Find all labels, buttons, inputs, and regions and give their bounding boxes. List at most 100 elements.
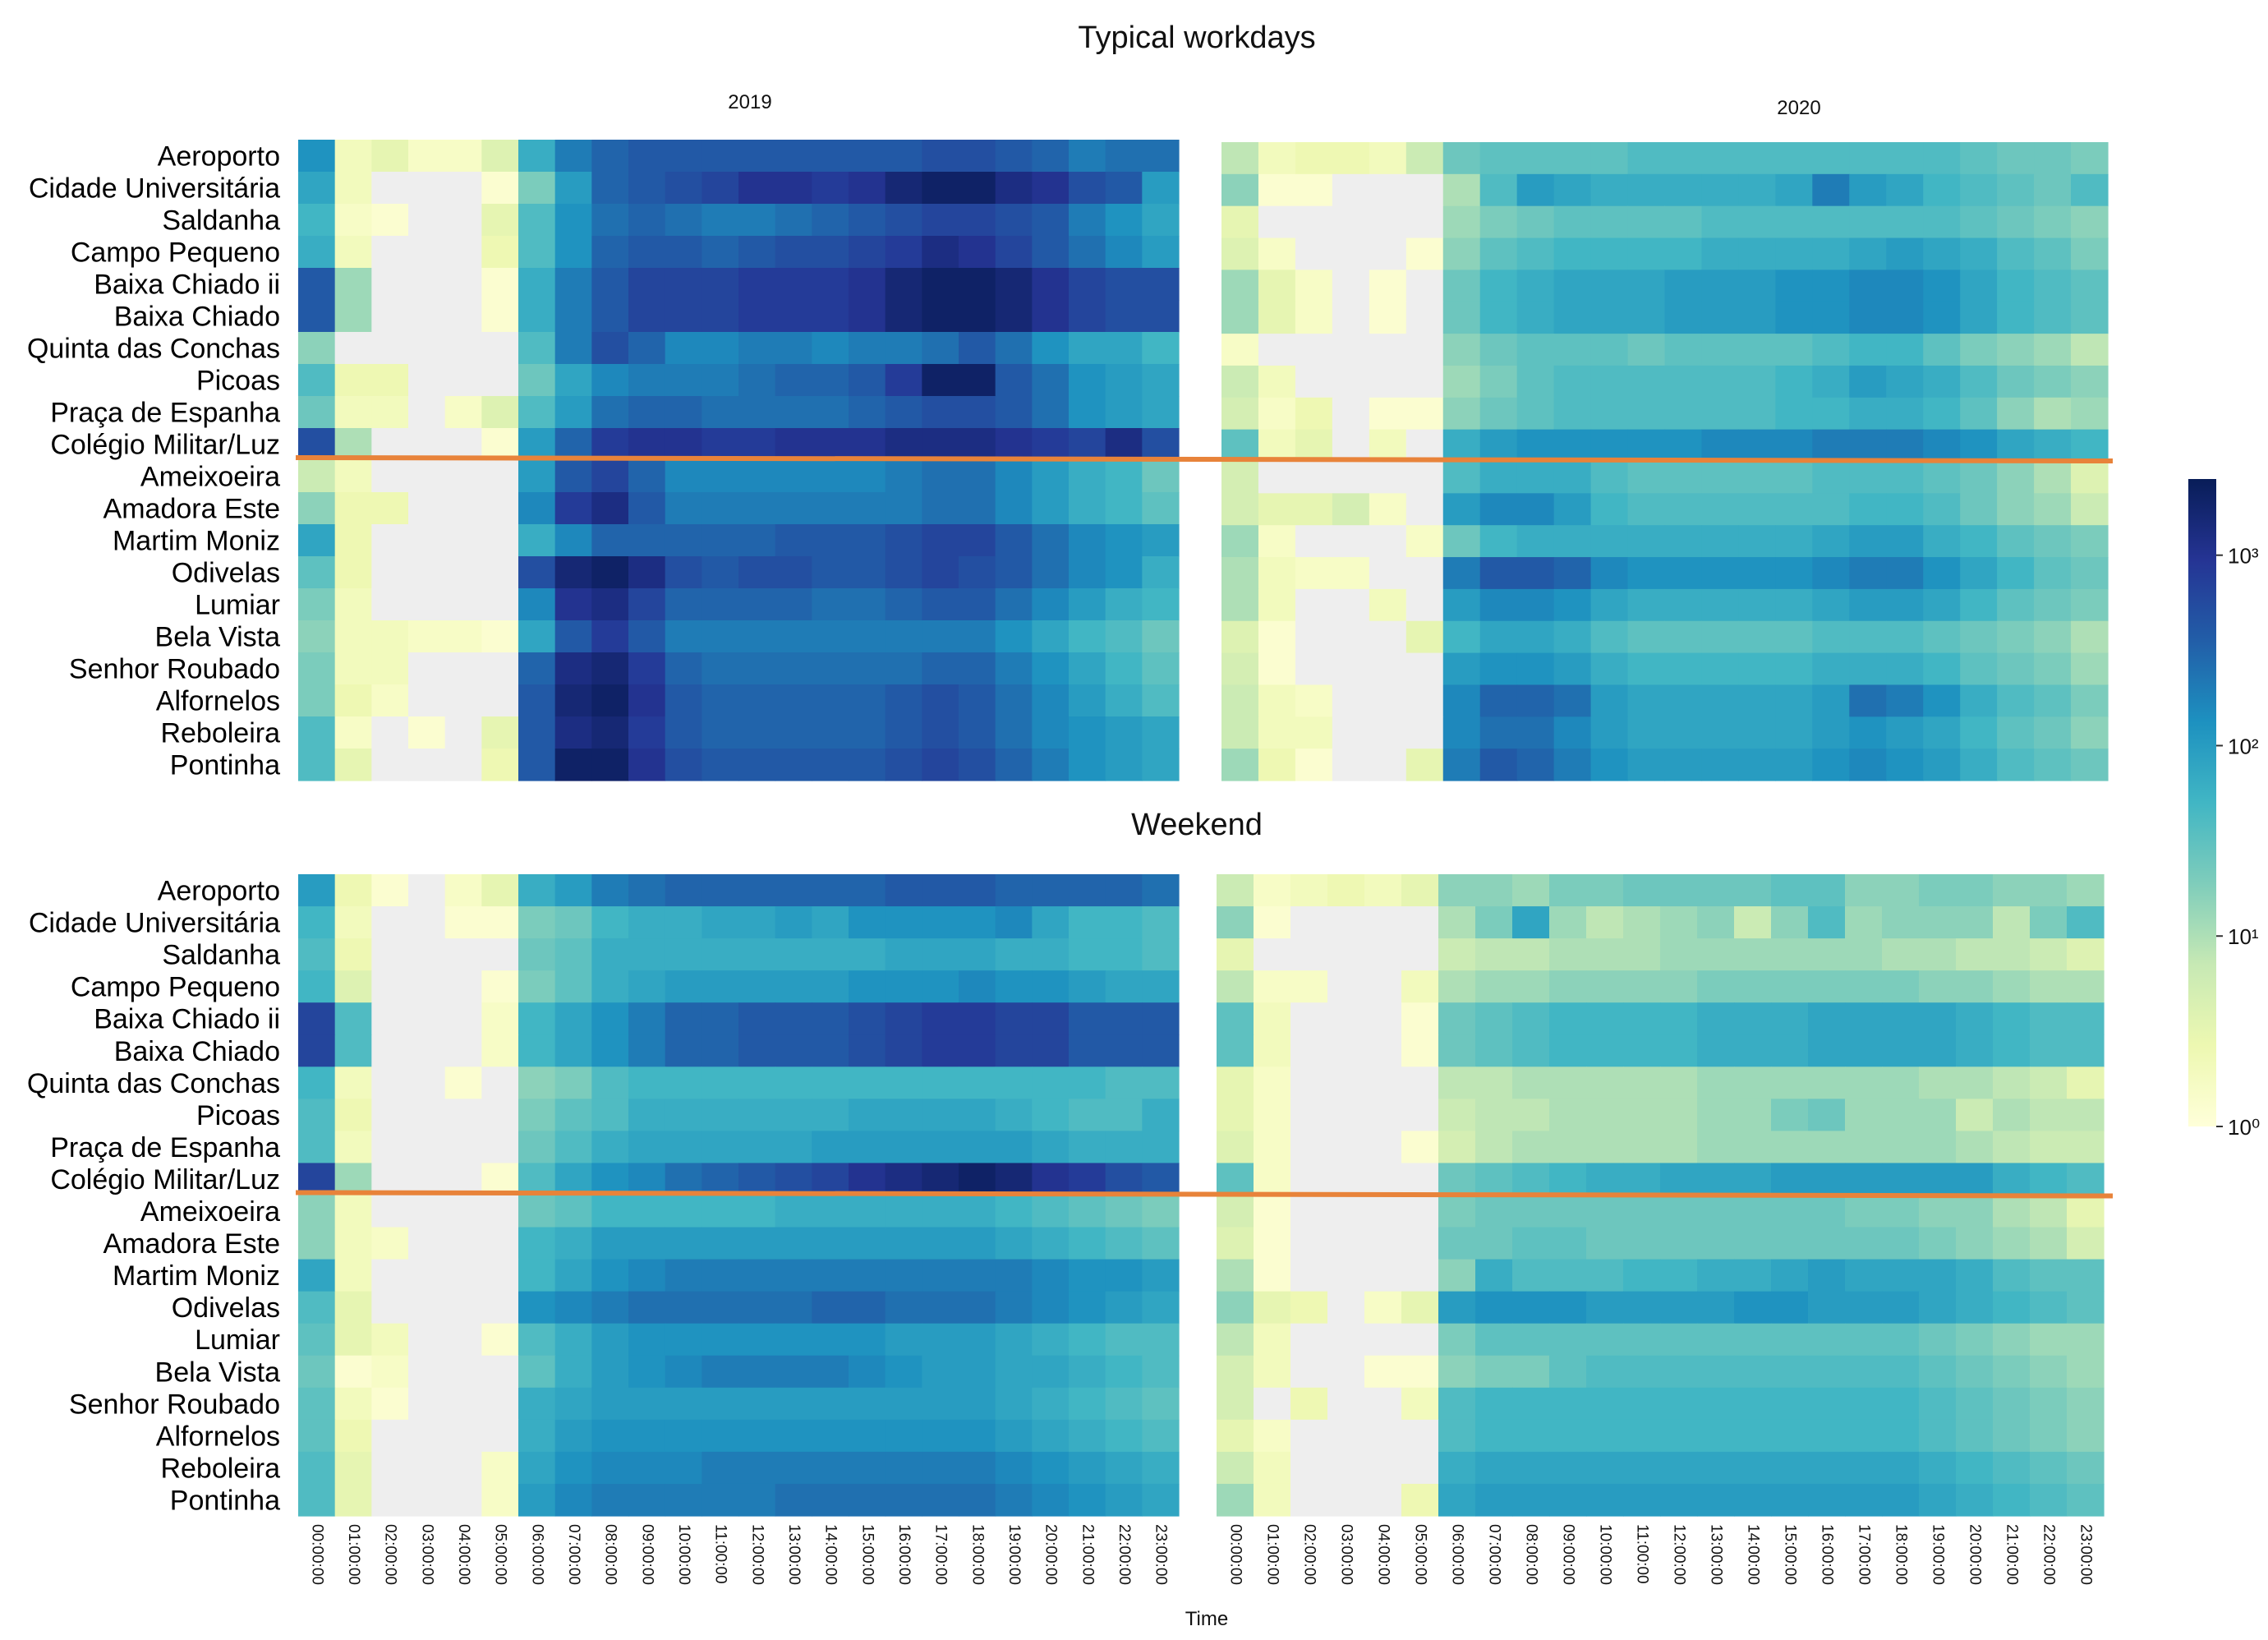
heatmap-cell xyxy=(1627,173,1666,207)
heatmap-cell xyxy=(1258,557,1296,590)
heatmap-cell xyxy=(812,1387,849,1421)
heatmap-cell xyxy=(1660,1291,1698,1324)
heatmap-cell xyxy=(2034,493,2072,526)
heatmap-cell xyxy=(1290,1259,1328,1292)
heatmap-cell xyxy=(1032,684,1070,717)
heatmap-cell xyxy=(1290,906,1328,939)
heatmap-cell xyxy=(628,1163,666,1196)
heatmap-cell xyxy=(481,236,519,269)
heatmap-cell xyxy=(1553,205,1592,239)
heatmap-cell xyxy=(1295,142,1333,175)
heatmap-cell xyxy=(298,556,336,589)
heatmap-cell xyxy=(1664,684,1703,717)
heatmap-cell xyxy=(2071,493,2109,526)
heatmap-cell xyxy=(334,492,372,525)
heatmap-cell xyxy=(1142,364,1180,397)
heatmap-cell xyxy=(1221,684,1259,717)
heatmap-cell xyxy=(1590,461,1629,494)
heatmap-cell xyxy=(1808,1131,1846,1164)
heatmap-cell xyxy=(518,460,556,493)
heatmap-cell xyxy=(1738,749,1776,781)
heatmap-cell xyxy=(1512,1451,1550,1485)
heatmap-cell xyxy=(444,874,482,907)
heatmap-cell xyxy=(591,428,629,461)
heatmap-cell xyxy=(1845,1259,1883,1292)
heatmap-cell xyxy=(1771,874,1809,907)
heatmap-cell xyxy=(408,1002,446,1035)
heatmap-cell xyxy=(371,874,409,907)
heatmap-cell xyxy=(408,874,446,907)
heatmap-cell xyxy=(995,204,1033,237)
heatmap-cell xyxy=(1069,524,1106,557)
heatmap-cell xyxy=(334,364,372,397)
heatmap-cell xyxy=(628,140,666,173)
heatmap-cell xyxy=(1290,938,1328,971)
heatmap-cell xyxy=(298,1387,336,1421)
heatmap-cell xyxy=(1401,1099,1439,1131)
heatmap-cell xyxy=(885,1099,922,1131)
heatmap-cell xyxy=(1919,1419,1957,1453)
heatmap-cell xyxy=(885,1163,922,1196)
heatmap-cell xyxy=(849,1002,886,1035)
heatmap-cell xyxy=(665,1034,702,1067)
heatmap-cell xyxy=(665,1227,702,1260)
heatmap-cell xyxy=(775,1355,812,1389)
heatmap-cell xyxy=(1327,1259,1365,1292)
heatmap-cell xyxy=(371,1163,409,1196)
heatmap-cell xyxy=(1258,684,1296,717)
hour-label: 12:00:00 xyxy=(1670,1524,1687,1585)
heatmap-cell xyxy=(959,140,996,173)
heatmap-cell xyxy=(812,396,849,429)
heatmap-cell xyxy=(334,1066,372,1099)
heatmap-cell xyxy=(1290,1355,1328,1389)
heatmap-cell xyxy=(518,716,556,749)
heatmap-cell xyxy=(1516,749,1555,781)
heatmap-cell xyxy=(628,1066,666,1099)
heatmap-cell xyxy=(1734,1195,1772,1228)
heatmap-cell xyxy=(334,140,372,173)
heatmap-cell xyxy=(922,1227,959,1260)
heatmap-cell xyxy=(1697,970,1735,1003)
heatmap-cell xyxy=(1660,938,1698,971)
heatmap-cell xyxy=(1586,1419,1624,1453)
heatmap-cell xyxy=(1105,652,1143,685)
heatmap-cell xyxy=(1697,1451,1735,1485)
heatmap-cell xyxy=(812,1227,849,1260)
heatmap-cell xyxy=(554,1034,592,1067)
heatmap-cell xyxy=(1069,1483,1106,1517)
heatmap-cell xyxy=(1956,1291,1994,1324)
heatmap-cell xyxy=(995,428,1033,461)
heatmap-cell xyxy=(1586,1483,1624,1517)
heatmap-cell xyxy=(665,204,702,237)
heatmap-cell xyxy=(1886,525,1924,558)
heatmap-cell xyxy=(1221,525,1259,558)
heatmap-cell xyxy=(554,300,592,333)
heatmap-cell xyxy=(1553,334,1592,366)
heatmap-cell xyxy=(1771,1163,1809,1196)
colorbar-tick-label: 10² xyxy=(2228,734,2259,758)
heatmap-cell xyxy=(1738,334,1776,366)
heatmap-cell xyxy=(702,1131,739,1164)
heatmap-cell xyxy=(1512,1099,1550,1131)
heatmap-cell xyxy=(1475,1419,1513,1453)
heatmap-cell xyxy=(1438,1291,1476,1324)
heatmap-cell xyxy=(1438,874,1476,907)
heatmap-cell xyxy=(1701,652,1740,686)
heatmap-cell xyxy=(2030,1259,2068,1292)
divider-lines xyxy=(295,455,2114,1199)
heatmap-cell xyxy=(1738,557,1776,590)
heatmap-cell xyxy=(481,684,519,717)
heatmap-cell xyxy=(298,236,336,269)
heatmap-cell xyxy=(1475,970,1513,1003)
station-label: Martim Moniz xyxy=(113,526,280,557)
heatmap-cell xyxy=(554,492,592,525)
heatmap-cell xyxy=(775,172,812,205)
heatmap-cell xyxy=(1405,652,1444,686)
heatmap-cell xyxy=(775,588,812,621)
heatmap-cell xyxy=(1882,1355,1920,1389)
heatmap-cell xyxy=(1401,938,1439,971)
heatmap-cell xyxy=(1627,237,1666,270)
heatmap-cell xyxy=(1734,1483,1772,1517)
heatmap-cell xyxy=(1512,1323,1550,1357)
hour-label: 10:00:00 xyxy=(1596,1524,1613,1585)
